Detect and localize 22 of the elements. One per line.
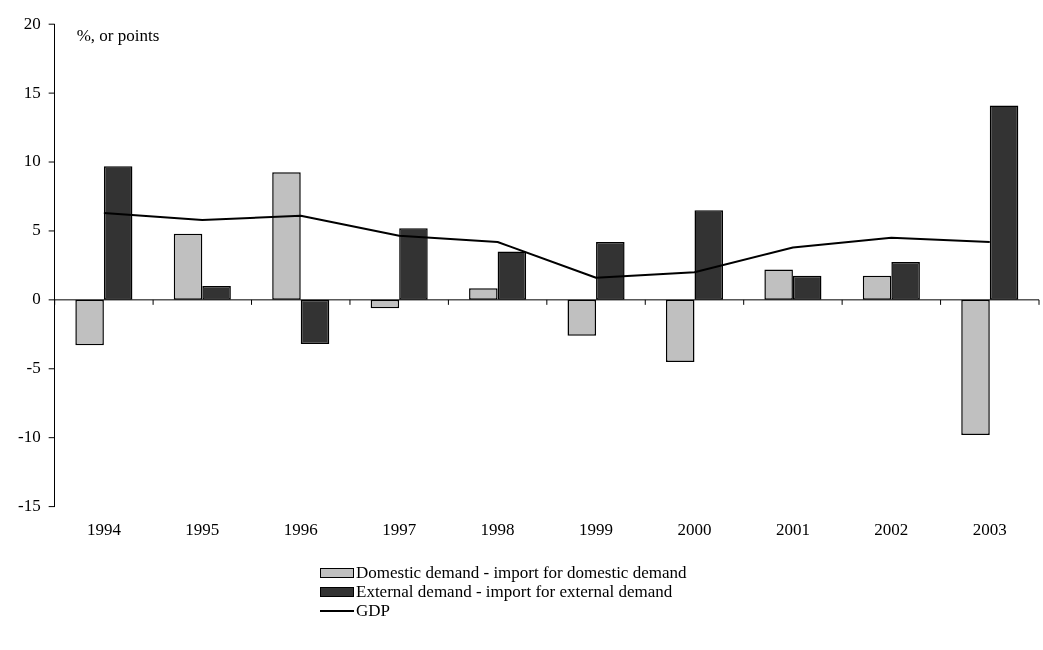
x-tick-label: 2000	[677, 520, 712, 540]
y-tick-label: 0	[32, 289, 41, 309]
x-tick-label: 1998	[480, 520, 515, 540]
y-tick-label: 10	[23, 151, 41, 171]
legend-label: External demand - import for external demand	[356, 582, 673, 601]
x-tick-label: 2003	[972, 520, 1007, 540]
x-tick-label: 1994	[86, 520, 122, 540]
legend-label: GDP	[356, 601, 391, 620]
y-tick-label: 15	[23, 82, 41, 102]
x-tick-label: 1999	[579, 520, 614, 540]
x-tick-label: 1996	[283, 520, 318, 540]
legend-label: Domestic demand - import for domestic demand	[356, 563, 687, 582]
y-tick-label: -15	[17, 496, 41, 516]
y-tick-label: 20	[23, 13, 41, 33]
y-axis-title: %, or points	[76, 26, 160, 46]
y-tick-label: -5	[26, 358, 41, 378]
x-tick-label: 1997	[382, 520, 417, 540]
x-tick-label: 1995	[185, 520, 220, 540]
y-tick-label: -10	[17, 427, 41, 447]
x-tick-label: 2002	[874, 520, 909, 540]
x-tick-label: 2001	[775, 520, 810, 540]
y-tick-label: 5	[32, 220, 41, 240]
